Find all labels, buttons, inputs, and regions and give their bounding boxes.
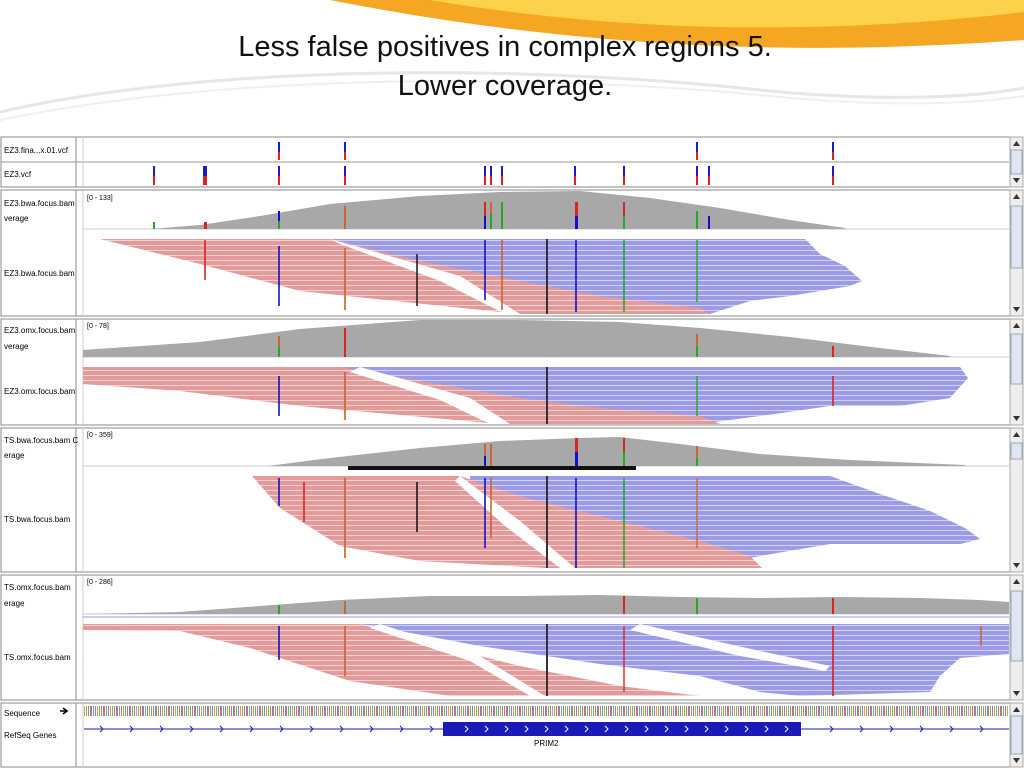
capture-target-bar [348,466,636,470]
sequence-bases [84,706,1009,716]
panel-scrollbar[interactable] [1009,574,1024,701]
igv-track-viewer[interactable]: EZ3.fina...x.01.vcf EZ3.vcf [0,136,1024,768]
triangle-down-icon[interactable] [1013,416,1020,421]
read-rows [252,476,980,568]
coverage-histogram [83,595,1009,614]
triangle-down-icon[interactable] [1013,758,1020,763]
sequence-track-label: Sequence [4,709,41,718]
mismatch-columns [278,438,698,568]
coverage-track-label-cont: erage [4,599,25,608]
coverage-histogram [268,437,965,466]
variant-row-1 [278,142,834,160]
gene-exon[interactable] [443,722,801,736]
reads-track-label: TS.omx.focus.bam [4,653,71,662]
coverage-range: [0 - 78] [87,323,109,330]
coverage-range: [0 - 133] [87,195,113,202]
coverage-track-label: EZ3.bwa.focus.bam [4,199,75,208]
mismatch-columns [153,202,710,314]
vcf-scrollbar[interactable] [1009,136,1024,188]
exon-arrows [464,725,789,733]
mismatch-columns [278,328,834,424]
read-rows [100,239,865,314]
slide-title-line1: Less false positives in complex regions … [238,31,772,63]
bam-panel-ts-bwa: TS.bwa.focus.bam C erage TS.bwa.focus.ba… [0,427,1024,573]
triangle-down-icon[interactable] [1013,563,1020,568]
coverage-histogram [83,320,950,357]
panel-scrollbar[interactable] [1009,189,1024,317]
triangle-up-icon[interactable] [1013,707,1020,712]
coverage-range: [0 - 286] [87,579,113,586]
triangle-down-icon[interactable] [1013,178,1020,183]
reads-track-label: EZ3.omx.focus.bam [4,387,75,396]
triangle-up-icon[interactable] [1013,141,1020,146]
vcf-panel: EZ3.fina...x.01.vcf EZ3.vcf [0,136,1024,188]
triangle-up-icon[interactable] [1013,323,1020,328]
read-rows [83,367,968,424]
triangle-up-icon[interactable] [1013,579,1020,584]
variant-row-2 [153,166,834,185]
coverage-track-label: TS.omx.focus.bam [4,583,71,592]
triangle-up-icon[interactable] [1013,194,1020,199]
mismatch-columns [278,596,982,696]
coverage-histogram [150,191,845,229]
coverage-track-label: TS.bwa.focus.bam C [4,436,78,445]
refseq-track-label: RefSeq Genes [4,731,56,740]
panel-scrollbar[interactable] [1009,318,1024,426]
annotation-panel: Sequence RefSeq Genes [0,702,1024,768]
reads-track-label: TS.bwa.focus.bam [4,515,71,524]
coverage-range: [0 - 359] [87,432,113,439]
intron-arrows [99,725,984,733]
vcf-track-label-2: EZ3.vcf [4,170,32,179]
coverage-track-label: EZ3.omx.focus.bam [4,326,75,335]
gene-name-label: PRIM2 [534,739,559,748]
bam-panel-ez3-bwa: EZ3.bwa.focus.bam verage EZ3.bwa.focus.b… [0,189,1024,317]
panel-scrollbar[interactable] [1009,427,1024,573]
header-swoosh [0,0,1024,121]
slide-title-line2: Lower coverage. [397,70,613,102]
triangle-down-icon[interactable] [1013,691,1020,696]
bam-panel-ez3-omx: EZ3.omx.focus.bam verage EZ3.omx.focus.b… [0,318,1024,426]
panel-scrollbar[interactable] [1009,702,1024,768]
coverage-track-label-cont: verage [4,214,29,223]
bam-panel-ts-omx: TS.omx.focus.bam erage TS.omx.focus.bam … [0,574,1024,701]
coverage-track-label-cont: erage [4,451,25,460]
vcf-track-label-1: EZ3.fina...x.01.vcf [4,146,69,155]
triangle-down-icon[interactable] [1013,307,1020,312]
triangle-up-icon[interactable] [1013,432,1020,437]
reads-track-label: EZ3.bwa.focus.bam [4,269,75,278]
right-arrow-icon[interactable] [59,707,69,715]
coverage-track-label-cont: verage [4,342,29,351]
